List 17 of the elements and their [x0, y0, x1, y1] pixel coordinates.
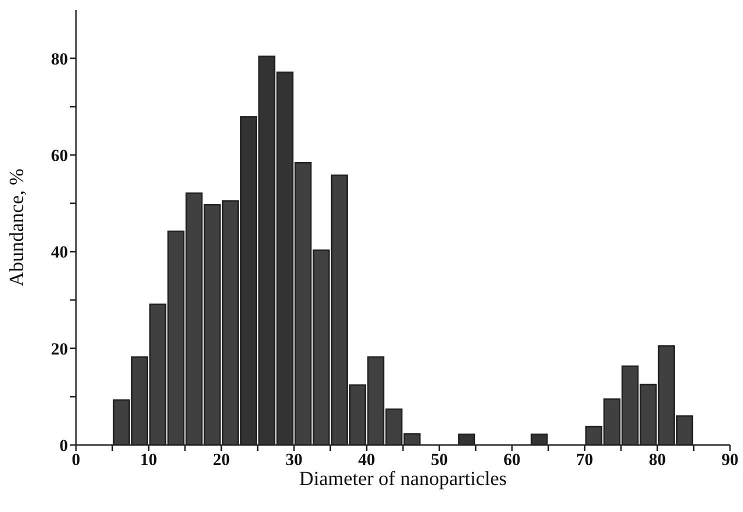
x-tick-label: 50 [430, 450, 448, 470]
y-tick-label: 80 [51, 49, 68, 68]
x-tick-label: 40 [358, 450, 376, 470]
x-axis-title: Diameter of nanoparticles [299, 468, 508, 490]
x-tick-label: 10 [140, 450, 158, 470]
x-tick-label: 0 [72, 450, 80, 470]
y-axis-title: Abundance, % [6, 168, 28, 286]
x-tick-label: 60 [504, 450, 520, 470]
y-tick-label: 40 [51, 242, 68, 262]
x-tick-label: 30 [286, 450, 302, 470]
y-tick-label: 20 [51, 339, 68, 358]
y-tick-label: 60 [51, 146, 68, 166]
x-tick-label: 70 [576, 450, 594, 470]
x-tick-label: 20 [212, 450, 230, 470]
x-tick-label: 90 [722, 450, 738, 470]
y-tick-label: 0 [60, 436, 68, 456]
x-tick-label: 80 [648, 450, 666, 470]
